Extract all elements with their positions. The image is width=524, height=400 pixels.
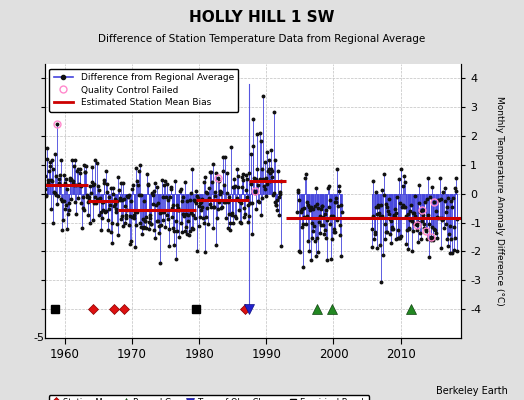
Legend: Station Move, Record Gap, Time of Obs. Change, Empirical Break: Station Move, Record Gap, Time of Obs. C… xyxy=(49,395,369,400)
Text: -5: -5 xyxy=(34,333,45,343)
Text: Berkeley Earth: Berkeley Earth xyxy=(436,386,508,396)
Text: Difference of Station Temperature Data from Regional Average: Difference of Station Temperature Data f… xyxy=(99,34,425,44)
Y-axis label: Monthly Temperature Anomaly Difference (°C): Monthly Temperature Anomaly Difference (… xyxy=(495,96,504,306)
Text: HOLLY HILL 1 SW: HOLLY HILL 1 SW xyxy=(189,10,335,25)
